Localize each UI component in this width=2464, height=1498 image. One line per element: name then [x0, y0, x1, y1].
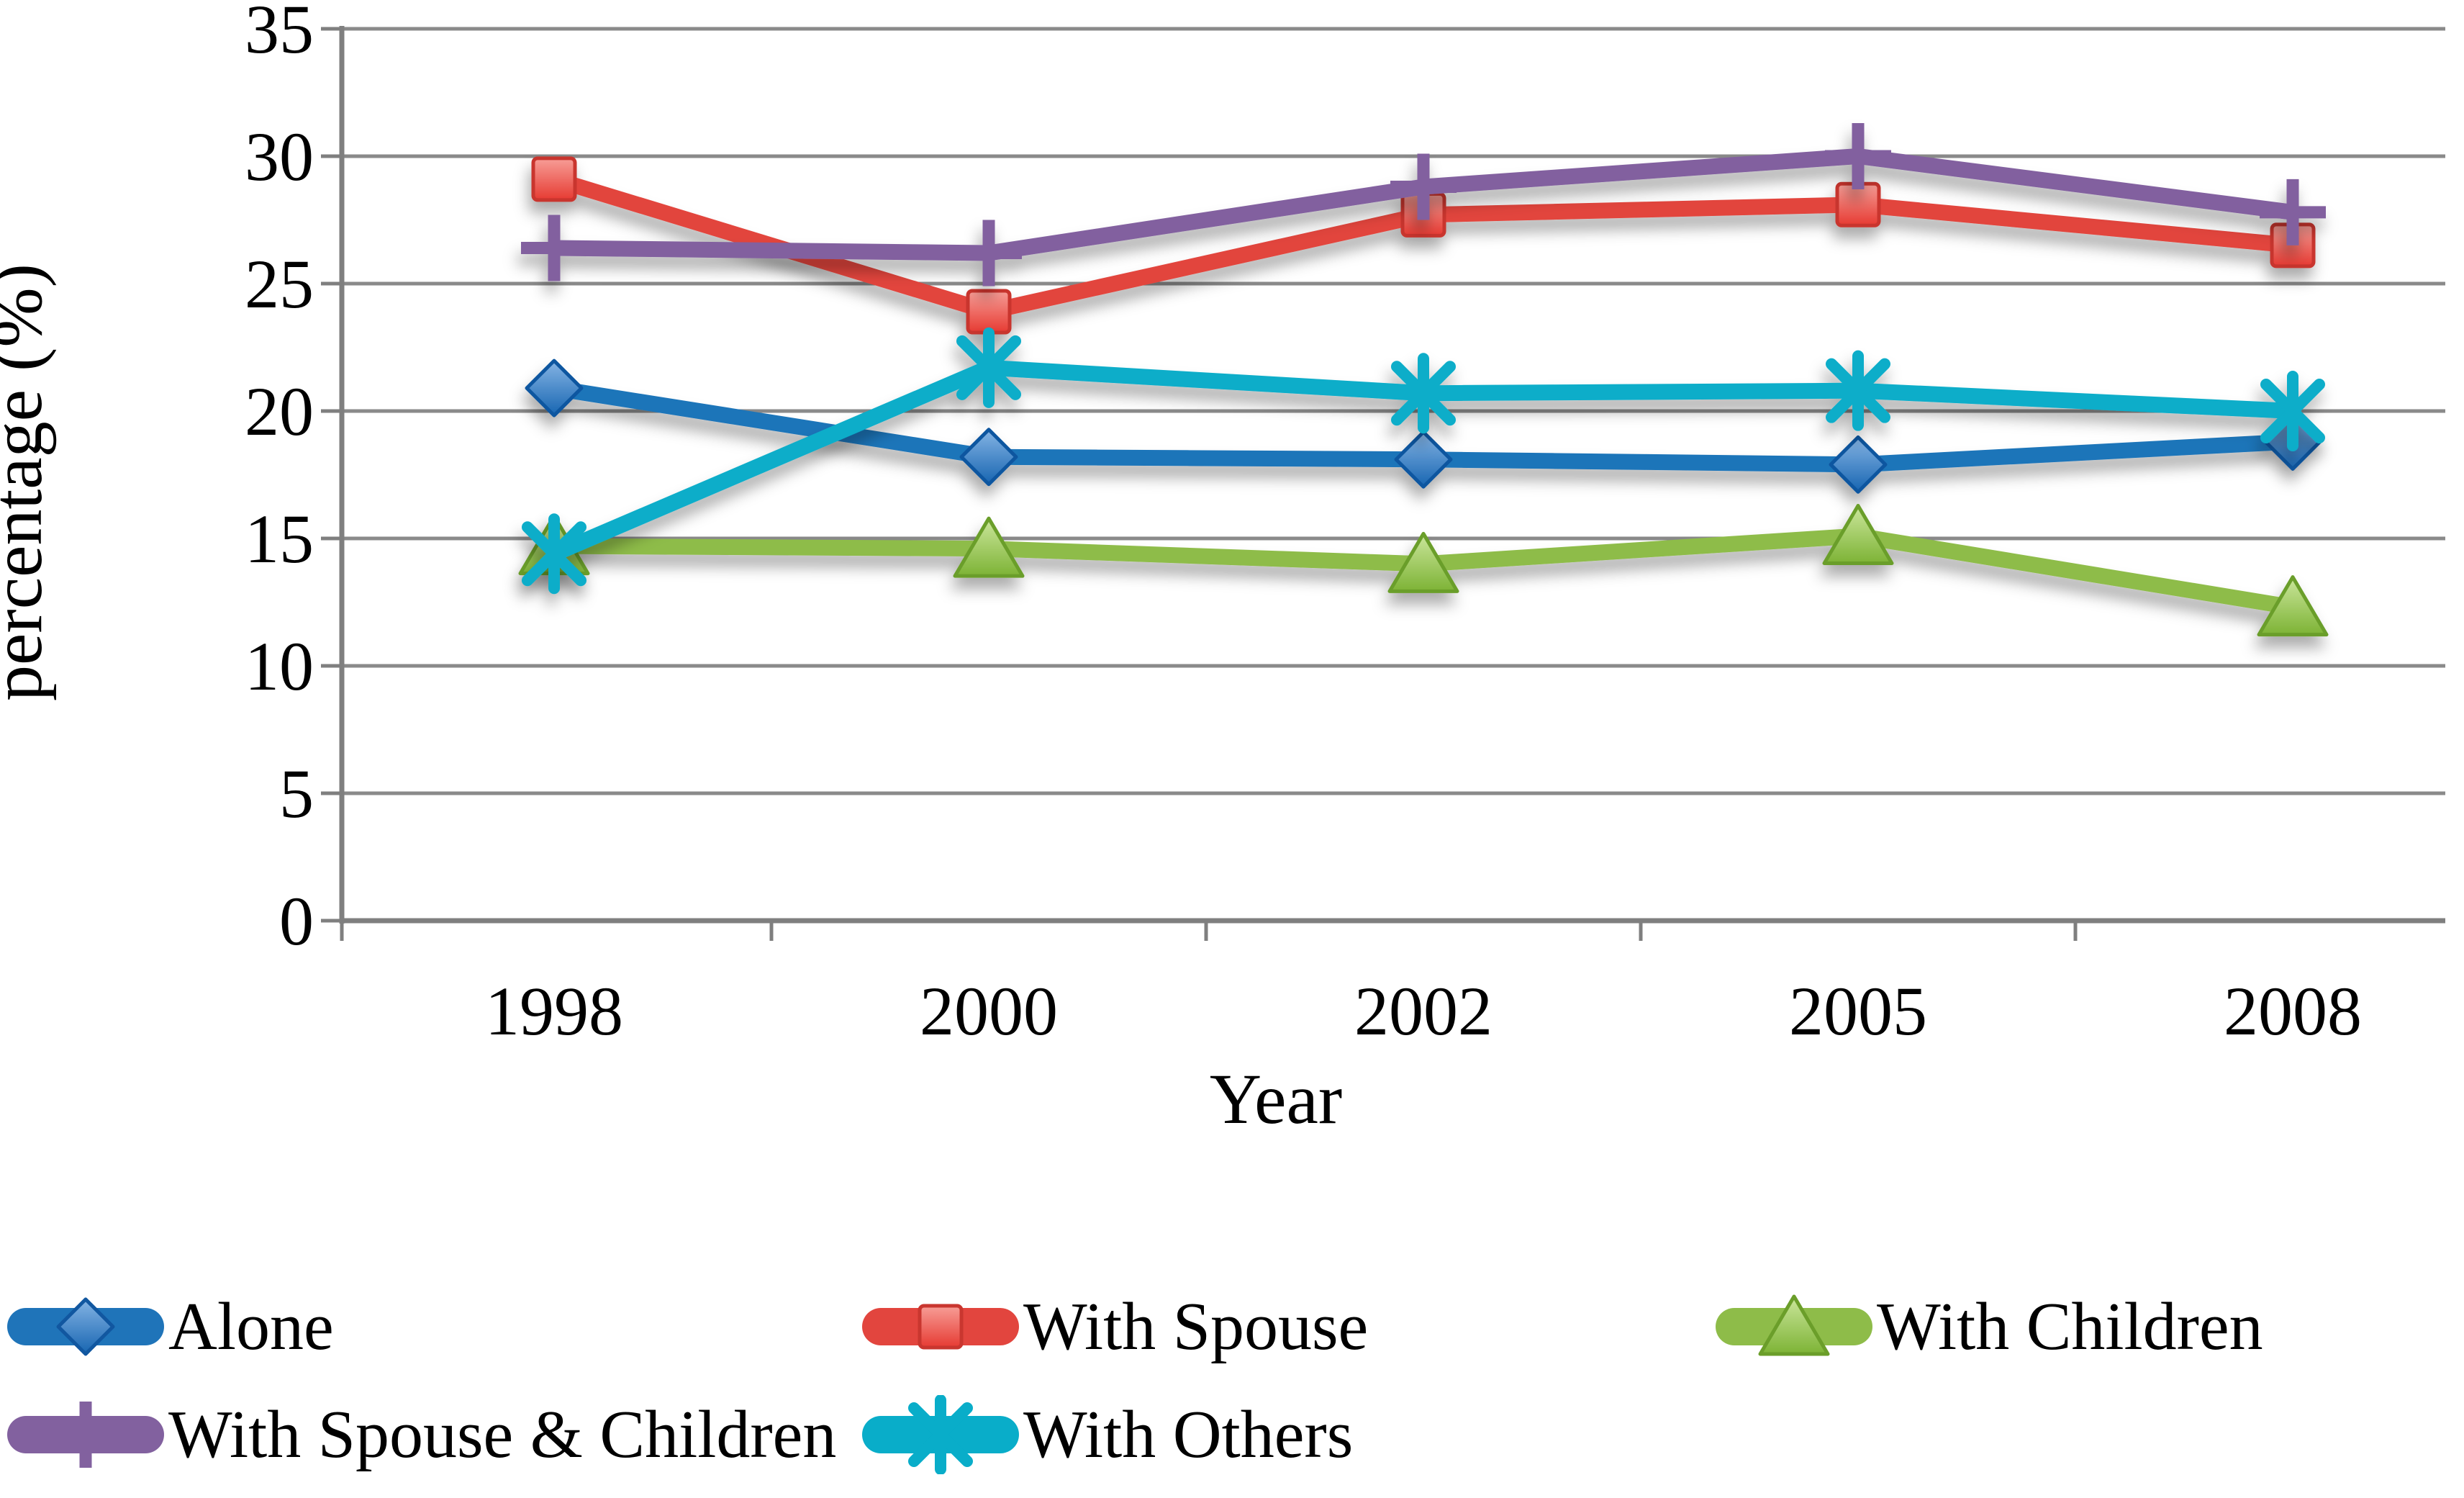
series-with-others [522, 327, 2325, 595]
marker-square [918, 1304, 964, 1350]
legend-item-with-children: With Children [1714, 1287, 2263, 1366]
legend-label: Alone [168, 1289, 334, 1364]
legend-key-diamond-icon [7, 1297, 164, 1356]
legend-label: With Others [1023, 1397, 1354, 1472]
series-with-children [518, 503, 2329, 637]
marker-plus [1825, 123, 1891, 189]
y-tick-label: 15 [245, 500, 314, 577]
marker-triangle [1758, 1294, 1830, 1356]
legend-label: With Spouse [1023, 1289, 1369, 1364]
legend-key-square-icon [862, 1304, 1019, 1350]
marker-diamond [1829, 435, 1888, 494]
marker-asterisk [2260, 371, 2325, 451]
y-tick-label: 0 [279, 883, 314, 960]
marker-asterisk [1391, 353, 1456, 434]
marker-plus [521, 215, 587, 281]
marker-asterisk [908, 1395, 973, 1474]
y-tick-label: 5 [279, 755, 314, 832]
marker-plus [2260, 179, 2326, 245]
marker-diamond [525, 358, 584, 418]
x-tick-label: 2000 [920, 973, 1058, 1050]
marker-square [1835, 181, 1881, 227]
legend-key-asterisk-icon [862, 1395, 1019, 1474]
y-tick-label: 30 [245, 118, 314, 195]
y-tick-label: 35 [245, 0, 314, 68]
y-tick-label: 20 [245, 373, 314, 450]
legend-key-plus-icon [7, 1402, 164, 1468]
y-tick-label: 25 [245, 245, 314, 322]
legend-key-triangle-icon [1716, 1294, 1872, 1356]
series-group [518, 123, 2329, 637]
legend-label: With Spouse & Children [168, 1397, 837, 1472]
legend-label: With Children [1877, 1289, 2263, 1364]
marker-asterisk [956, 327, 1021, 408]
marker-diamond [1394, 430, 1453, 489]
x-tick-label: 2002 [1354, 973, 1493, 1050]
marker-triangle [953, 516, 1025, 578]
tick-labels: 35 30 25 20 15 10 5 0 1998 2000 2002 2005 2008 [245, 0, 2362, 1050]
marker-triangle [1822, 503, 1894, 565]
marker-diamond [56, 1297, 115, 1356]
marker-plus [53, 1402, 119, 1468]
gridlines [342, 27, 2445, 923]
marker-triangle [2257, 575, 2329, 637]
x-tick-label: 1998 [485, 973, 623, 1050]
marker-plus [956, 220, 1022, 286]
legend-item-with-others: With Others [861, 1395, 1353, 1474]
marker-diamond [959, 428, 1018, 487]
marker-asterisk [522, 513, 586, 595]
marker-square [531, 156, 577, 202]
marker-square [966, 289, 1012, 335]
legend-item-alone: Alone [6, 1287, 334, 1366]
x-tick-label: 2008 [2224, 973, 2362, 1050]
marker-plus [1390, 153, 1457, 220]
x-axis-title: Year [1210, 1059, 1342, 1139]
marker-triangle [1387, 531, 1459, 593]
series-with-spouse-children [521, 123, 2326, 286]
y-axis-title: percentage (%) [0, 263, 57, 701]
axes [321, 26, 2445, 941]
legend-item-with-spouse-children: With Spouse & Children [6, 1395, 836, 1474]
marker-asterisk [1826, 350, 1890, 431]
legend-item-with-spouse: With Spouse [861, 1287, 1368, 1366]
x-tick-label: 2005 [1789, 973, 1927, 1050]
y-tick-label: 10 [245, 628, 314, 705]
